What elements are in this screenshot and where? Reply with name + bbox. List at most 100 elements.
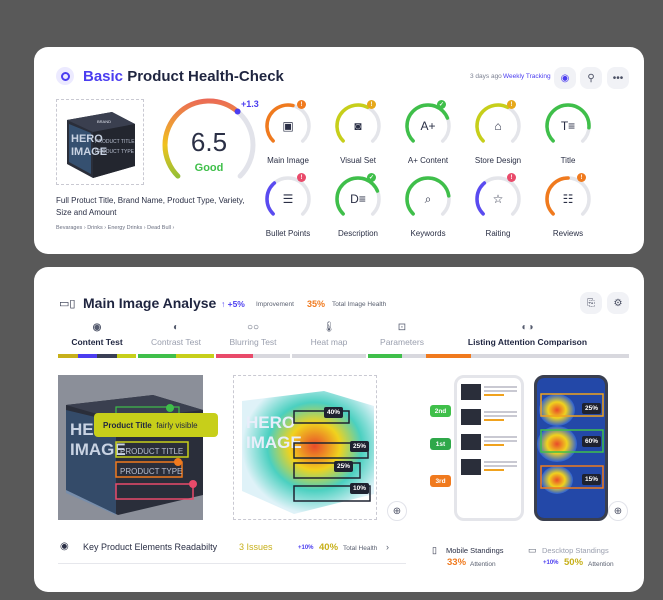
score-value: 6.5 bbox=[190, 127, 228, 157]
score-label: Good bbox=[194, 162, 224, 174]
product-thumbnail[interactable]: HERO IMAGE PRODUCT TITLE PRODUCT TYPE BR… bbox=[56, 99, 144, 185]
metric-ring: ◙! bbox=[334, 100, 382, 150]
metric-reviews[interactable]: ☷! Reviews bbox=[535, 173, 601, 238]
list-icon: ☰ bbox=[282, 192, 294, 206]
score-delta: +1.3 bbox=[241, 99, 259, 109]
box-line3: PRODUCT TITLE bbox=[120, 447, 183, 456]
readability-issues[interactable]: 3 Issues bbox=[239, 542, 273, 552]
compare-icon: ◐◑ bbox=[521, 322, 534, 333]
box-line1: HERO bbox=[246, 413, 295, 432]
tab-progress-segment bbox=[292, 354, 366, 358]
health-check-logo-icon bbox=[56, 67, 74, 85]
breadcrumb: Bevarages › Drinks › Energy Drinks › Dea… bbox=[56, 225, 175, 231]
status-badge: ! bbox=[577, 173, 586, 182]
weekly-tracking-link[interactable]: Weekly Tracking bbox=[503, 73, 551, 80]
copy-icon: ⎘ bbox=[587, 297, 595, 309]
status-badge: ! bbox=[297, 173, 306, 182]
tab-heat-map[interactable]: 🌡 Heat map bbox=[292, 322, 366, 347]
breadcrumb-item[interactable]: Dead Bull bbox=[147, 225, 171, 231]
heat-tag: 10% bbox=[350, 483, 370, 494]
rank-pill: 1st bbox=[430, 438, 451, 450]
status-badge: ! bbox=[507, 173, 516, 182]
desktop-standings-label: Descktop Standings bbox=[542, 546, 609, 555]
readability-delta: +10% bbox=[298, 545, 314, 551]
element-tooltip: Product Title fairly visible bbox=[94, 413, 218, 437]
tab-blurring-test[interactable]: ○○ Blurring Test bbox=[216, 322, 290, 347]
box-line2: IMAGE bbox=[71, 146, 107, 158]
tab-listing-attention[interactable]: ◐◑ Listing Attention Comparison bbox=[426, 322, 629, 347]
tab-content-test[interactable]: ◉ Content Test bbox=[58, 322, 136, 347]
reviews-icon: ☷ bbox=[562, 192, 574, 206]
box-line1: HERO bbox=[71, 133, 103, 145]
description-icon: D≡ bbox=[350, 192, 366, 206]
metric-main-image[interactable]: ▣! Main Image bbox=[255, 100, 321, 165]
readability-value: 40% bbox=[319, 542, 339, 553]
phone-attention-tag: 15% bbox=[582, 474, 602, 485]
metric-visual-set[interactable]: ◙! Visual Set bbox=[325, 100, 391, 165]
readability-chevron-icon[interactable]: › bbox=[386, 542, 389, 552]
listing-tab-bar-rest bbox=[471, 354, 629, 358]
metric-ring: ☆! bbox=[474, 173, 522, 223]
tab-label: Heat map bbox=[310, 337, 348, 347]
metric-description[interactable]: D≡ ✓ Description bbox=[325, 173, 391, 238]
status-badge: ! bbox=[507, 100, 516, 109]
box-line2: IMAGE bbox=[246, 433, 302, 452]
search-icon: ⌕ bbox=[424, 191, 432, 206]
tab-parameters[interactable]: ⊡ Parameters bbox=[368, 322, 436, 347]
tab-contrast-test[interactable]: ◐ Contrast Test bbox=[138, 322, 214, 347]
zoom-in-icon: ⊕ bbox=[392, 505, 402, 517]
metric-bullet-points[interactable]: ☰! Bullet Points bbox=[255, 173, 321, 238]
tab-progress-segment bbox=[368, 354, 402, 358]
metric-title[interactable]: T≡ Title bbox=[535, 102, 601, 165]
tooltip-status: fairly visible bbox=[156, 420, 198, 430]
tab-progress-segment bbox=[97, 354, 117, 358]
product-description: Full Protuct Title, Brand Name, Product … bbox=[56, 196, 245, 217]
metric-label: Main Image bbox=[267, 156, 309, 165]
analyse-title: Main Image Analyse bbox=[83, 295, 217, 311]
metric-label: Keywords bbox=[410, 229, 446, 238]
health-check-title: Basic Product Health-Check bbox=[83, 68, 284, 85]
metric-ring: T≡ bbox=[544, 102, 592, 150]
title-rest: Product Health-Check bbox=[127, 68, 284, 85]
metric-raiting[interactable]: ☆! Raiting bbox=[465, 173, 531, 238]
more-button[interactable]: ••• bbox=[607, 67, 629, 89]
copy-button[interactable]: ⎘ bbox=[580, 292, 602, 314]
a-plus-icon: A+ bbox=[420, 119, 436, 133]
readability-total-label: Total Health bbox=[343, 545, 378, 552]
settings-button[interactable]: ⚙ bbox=[607, 292, 629, 314]
annotated-product-box: HERO IMAGE PRODUCT TITLE PRODUCT TYPE bbox=[66, 395, 203, 515]
metric-label: Title bbox=[560, 156, 576, 165]
health-check-card: Basic Product Health-Check 3 days ago We… bbox=[34, 47, 644, 254]
breadcrumb-item[interactable]: Energy Drinks bbox=[107, 225, 143, 231]
score-gauge: 6.5 Good bbox=[159, 95, 259, 195]
health-label: Total Image Health bbox=[332, 301, 387, 308]
box-line4: PRODUCT TYPE bbox=[95, 149, 135, 155]
star-icon: ☆ bbox=[492, 192, 504, 206]
metric-label: Store Design bbox=[474, 156, 522, 165]
tab-label: Content Test bbox=[71, 337, 123, 347]
zoom-heatmap-button[interactable]: ⊕ bbox=[387, 501, 407, 521]
metric-label: Visual Set bbox=[340, 156, 376, 165]
pin-button[interactable]: ⚲ bbox=[580, 67, 602, 89]
rank-pill: 3rd bbox=[430, 475, 451, 487]
mobile-listing-phone[interactable] bbox=[454, 375, 524, 521]
metric-store-design[interactable]: ⌂! Store Design bbox=[465, 100, 531, 165]
tab-progress-segment bbox=[116, 354, 136, 358]
metric-ring: ⌂! bbox=[474, 100, 522, 150]
tab-label: Parameters bbox=[380, 337, 424, 347]
listing-tab-bar bbox=[426, 354, 471, 358]
tab-progress-segment bbox=[216, 354, 253, 358]
zoom-listing-button[interactable]: ⊕ bbox=[608, 501, 628, 521]
tab-label: Contrast Test bbox=[151, 337, 201, 347]
product-box-image: HERO IMAGE PRODUCT TITLE PRODUCT TYPE BR… bbox=[67, 112, 135, 178]
mobile-icon: ▯ bbox=[432, 545, 437, 555]
breadcrumb-item[interactable]: Bevarages bbox=[56, 225, 83, 231]
breadcrumb-item[interactable]: Drinks bbox=[87, 225, 103, 231]
heatmap-listing-phone[interactable] bbox=[534, 375, 608, 521]
metric-keywords[interactable]: ⌕ Keywords bbox=[395, 175, 461, 238]
content-test-image[interactable]: HERO IMAGE PRODUCT TITLE PRODUCT TYPE bbox=[58, 375, 203, 520]
metric-a-content[interactable]: A+ ✓ A+ Content bbox=[395, 100, 461, 165]
eye-icon: ◉ bbox=[60, 541, 69, 552]
rank-pill: 2nd bbox=[430, 405, 451, 417]
tracking-button[interactable]: ◉ bbox=[554, 67, 576, 89]
